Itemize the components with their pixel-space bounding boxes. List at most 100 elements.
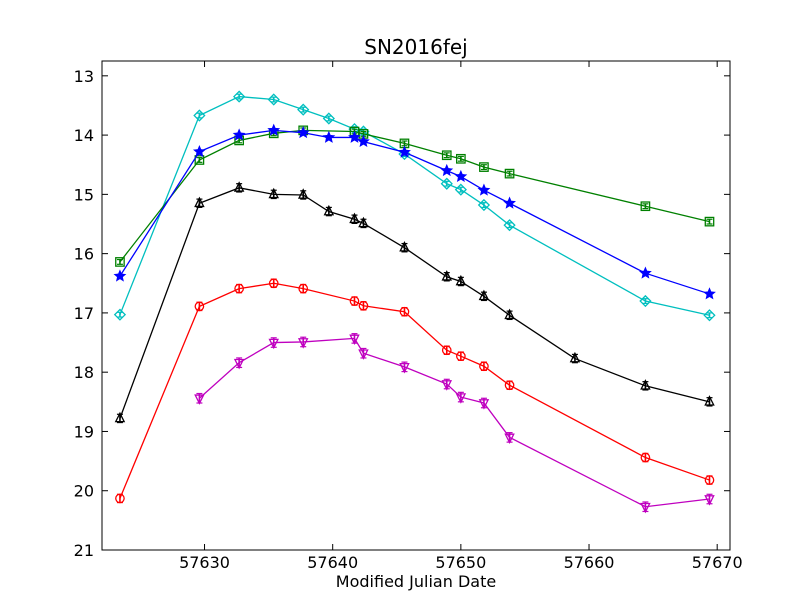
data-point [398,145,411,158]
data-point [268,338,279,350]
data-point [114,411,126,423]
data-point [322,130,336,143]
data-point [115,493,125,504]
data-point [455,274,467,286]
y-tick-label: 16 [74,245,94,264]
data-point [503,196,516,209]
data-point [268,187,279,199]
data-point [440,177,453,190]
x-axis-label: Modified Julian Date [336,572,496,591]
series-layer [113,90,716,514]
data-point [504,168,515,179]
data-point [267,93,280,106]
data-point [113,308,127,321]
data-point [703,309,716,322]
data-point [297,338,309,349]
data-point [194,394,205,405]
data-point [399,362,410,374]
data-point [454,183,467,196]
data-point [194,196,205,208]
data-point [323,204,335,216]
data-point [703,287,716,300]
data-point [640,452,651,463]
data-point [639,266,652,279]
data-point [297,188,309,199]
series-line [119,282,710,499]
data-point [704,216,715,227]
y-tick-label: 14 [74,126,94,145]
data-point [440,163,454,177]
y-tick-label: 21 [74,541,94,560]
data-point [322,112,335,125]
data-point [441,380,453,391]
data-point [113,269,127,282]
data-point [441,150,452,161]
data-point [441,270,453,281]
x-tick-label: 57640 [307,553,358,572]
y-tick-label: 13 [74,67,94,86]
data-point [455,393,467,404]
data-point [478,399,490,410]
y-tick-label: 18 [74,363,94,382]
x-tick-label: 57660 [564,553,615,572]
data-point [441,345,452,356]
data-point [399,306,410,317]
data-point [454,169,468,183]
data-point [194,155,205,165]
data-point [479,162,489,172]
data-point [358,300,369,311]
x-tick-label: 57670 [692,553,743,572]
x-tick-label: 57650 [435,553,486,572]
data-point [267,123,281,136]
data-point [349,296,360,306]
data-point [704,395,715,406]
data-point [640,379,651,390]
data-point [504,380,515,391]
data-point [357,134,370,148]
data-point [349,212,360,224]
data-point [704,475,715,485]
series-line [119,187,710,419]
data-point [479,361,489,372]
data-point [504,433,515,445]
data-point [233,358,245,370]
data-point [456,153,466,164]
data-point [233,181,245,192]
plot-frame [101,60,731,551]
data-point [456,351,466,362]
data-point [268,278,279,289]
data-point [569,351,581,363]
data-point [115,257,125,267]
data-point [503,219,516,232]
data-point [349,334,360,346]
data-point [194,301,205,312]
series-triangle-up [114,181,715,424]
x-tick-label: 57630 [179,553,230,572]
data-point [296,125,310,139]
tick-layer: 57630 57640 57650 57660 57670 13 14 15 16 17 18 19 2… [74,61,743,572]
data-point [478,289,490,301]
data-point [477,183,491,196]
y-tick-label: 17 [74,304,94,323]
y-tick-label: 19 [74,422,94,441]
data-point [704,495,715,506]
series-circle [115,278,715,504]
data-point [640,502,651,514]
series-star [113,123,716,300]
data-point [477,198,491,212]
y-tick-label: 20 [74,482,94,501]
data-point [639,294,652,308]
data-point [297,103,310,116]
data-point [192,144,206,158]
data-point [640,201,651,212]
data-point [193,109,206,122]
data-point [234,283,244,294]
data-point [232,128,246,141]
data-point [358,349,369,360]
data-point [358,216,369,228]
data-point [399,241,410,252]
y-tick-label: 15 [74,185,94,204]
data-point [504,308,515,320]
